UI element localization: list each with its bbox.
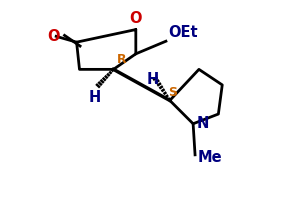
Text: S: S xyxy=(168,85,177,98)
Text: H: H xyxy=(89,90,101,105)
Text: N: N xyxy=(197,116,209,131)
Text: OEt: OEt xyxy=(168,25,197,40)
Text: R: R xyxy=(116,53,126,66)
Text: O: O xyxy=(47,29,59,44)
Text: H: H xyxy=(146,72,159,87)
Text: Me: Me xyxy=(198,150,223,165)
Text: O: O xyxy=(130,11,142,26)
